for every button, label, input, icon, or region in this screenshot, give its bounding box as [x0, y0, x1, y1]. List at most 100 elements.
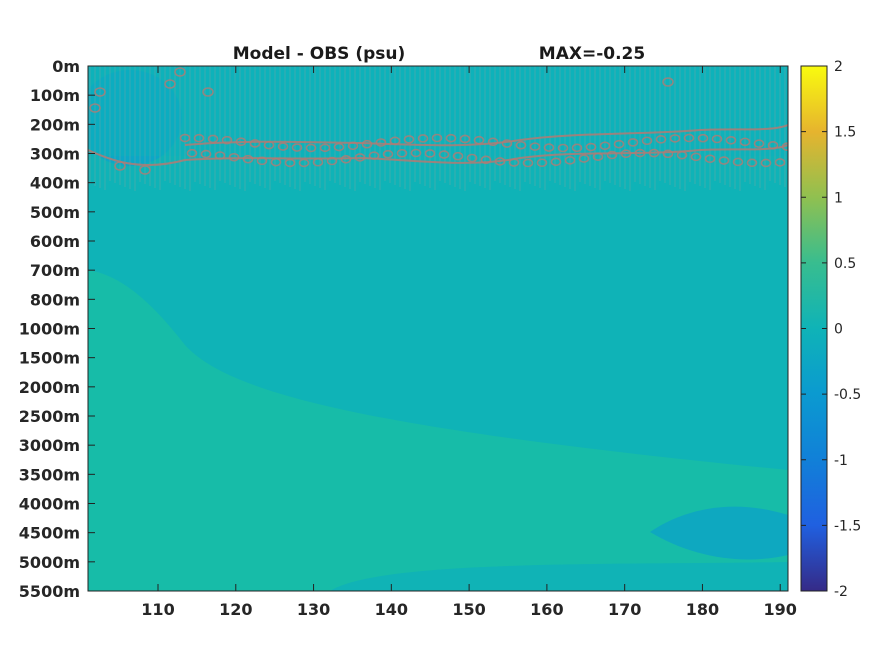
contour-marker: [522, 158, 534, 168]
contour-marker: [114, 161, 126, 171]
contour-marker: [445, 133, 457, 143]
colorbar-tick-label: 0.5: [834, 256, 856, 272]
contour-marker: [480, 155, 492, 165]
contour-marker: [641, 136, 653, 146]
contour-marker: [193, 133, 205, 143]
contour-marker: [382, 149, 394, 159]
contour-marker: [249, 139, 261, 148]
colorbar-tick-label: -1.5: [834, 518, 861, 534]
field-upper-band: [88, 66, 788, 156]
contour-marker: [606, 150, 618, 160]
contour-marker: [515, 140, 527, 150]
contour-marker: [333, 142, 345, 152]
y-tick-label: 3000m: [19, 436, 80, 455]
chart-title: Model - OBS (psu): [233, 44, 406, 64]
contour-marker: [277, 142, 289, 151]
y-tick-label: 5000m: [19, 553, 80, 572]
contour-marker: [676, 150, 688, 160]
contour-marker: [690, 152, 702, 162]
contour-marker: [221, 135, 233, 145]
contour-marker: [718, 156, 730, 165]
contour-marker: [585, 142, 597, 152]
contour-marker: [431, 133, 443, 143]
x-tick-label: 150: [452, 600, 485, 619]
contour-marker: [739, 137, 751, 147]
contour-marker: [627, 138, 639, 147]
contour-marker: [270, 157, 282, 167]
y-tick-label: 400m: [30, 174, 80, 193]
contour-markers: [89, 67, 799, 175]
contour-marker: [284, 158, 296, 168]
field-zero-bottom-band: [330, 562, 788, 591]
contour-marker: [578, 154, 590, 163]
contour-marker: [354, 153, 366, 162]
contour-marker: [781, 142, 788, 151]
contour-marker: [599, 141, 611, 151]
x-tick-label: 130: [297, 600, 330, 619]
contour-marker: [459, 134, 471, 144]
y-tick-label: 300m: [30, 145, 80, 164]
contour-marker: [732, 157, 744, 167]
contour-marker: [186, 148, 198, 158]
colorbar-tick-label: 2: [834, 59, 843, 75]
contour-marker: [291, 143, 303, 152]
contour-marker: [550, 157, 562, 167]
y-tick-label: 4500m: [19, 524, 80, 543]
y-tick-label: 700m: [30, 261, 80, 280]
x-tick-label: 180: [686, 600, 719, 619]
y-tick-label: 3500m: [19, 465, 80, 484]
contour-marker: [655, 135, 667, 144]
contour-marker: [326, 156, 338, 166]
contour-marker: [557, 143, 569, 153]
contour-marker: [389, 136, 401, 146]
contour-marker: [571, 143, 583, 153]
contour-marker: [452, 151, 464, 161]
contour-marker: [648, 148, 660, 158]
contour-marker: [424, 149, 436, 158]
y-tick-label: 0m: [52, 57, 80, 76]
contour-marker: [536, 158, 548, 168]
contour-marker: [753, 139, 765, 148]
x-tick-label: 170: [608, 600, 641, 619]
contour-marker: [704, 154, 716, 164]
contour-marker: [235, 137, 247, 147]
y-tick-label: 1500m: [19, 349, 80, 368]
y-tick-label: 500m: [30, 203, 80, 222]
contour-marker: [466, 153, 478, 163]
colorbar-tick-label: 1.5: [834, 125, 856, 141]
y-tick-label: 100m: [30, 86, 80, 105]
contour-marker: [242, 154, 254, 164]
x-tick-label: 190: [764, 600, 797, 619]
contour-marker: [361, 139, 373, 149]
x-tick-label: 140: [375, 600, 408, 619]
contour-marker: [746, 158, 758, 168]
contour-marker: [375, 138, 387, 147]
contour-marker: [790, 158, 799, 165]
contour-marker: [683, 133, 695, 143]
contour-marker: [403, 135, 415, 144]
y-axis-ticks: 0m 100m 200m 300m 400m 500m 600m 700m 800m 1000m 1…: [19, 57, 95, 601]
contour-marker: [669, 134, 681, 143]
contour-marker: [228, 152, 240, 162]
x-tick-label: 110: [141, 600, 174, 619]
contour-marker: [774, 158, 786, 167]
contour-marker: [200, 149, 212, 159]
contour-marker: [298, 158, 310, 168]
contour-marker: [164, 79, 176, 89]
contour-marker: [634, 148, 646, 158]
contour-marker: [396, 148, 408, 158]
contour-marker: [494, 157, 506, 166]
contour-marker: [564, 156, 576, 165]
x-tick-label: 120: [219, 600, 252, 619]
contour-marker: [613, 139, 625, 149]
heatmap-field: [88, 66, 799, 591]
contour-line-lower: [88, 144, 788, 166]
y-tick-label: 600m: [30, 232, 80, 251]
colorbar-tick-label: -0.5: [834, 387, 861, 403]
field-deep-negative-patch: [650, 506, 788, 560]
contour-marker: [368, 151, 380, 160]
field-positive-region: [88, 270, 788, 591]
colorbar-tick-label: -2: [834, 584, 848, 600]
contour-marker: [305, 143, 317, 153]
contour-marker: [767, 140, 779, 150]
